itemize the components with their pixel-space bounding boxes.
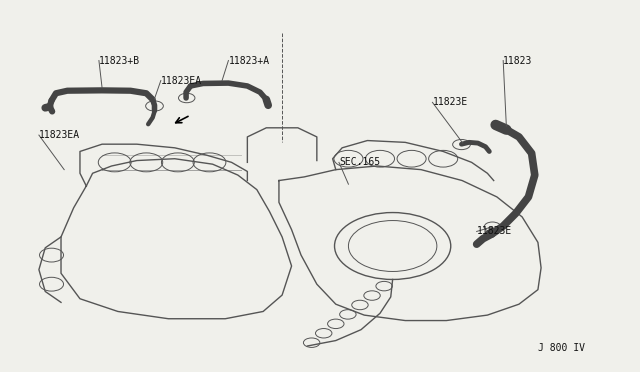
- Text: SEC.165: SEC.165: [339, 157, 380, 167]
- Text: 11823+A: 11823+A: [228, 55, 269, 65]
- Text: 11823EA: 11823EA: [39, 130, 80, 140]
- Text: 11823E: 11823E: [433, 97, 468, 108]
- Text: J 800 IV: J 800 IV: [538, 343, 586, 353]
- Text: 11823+B: 11823+B: [99, 55, 140, 65]
- Text: 11823EA: 11823EA: [161, 76, 202, 86]
- Text: 11823: 11823: [503, 55, 532, 65]
- Text: 11823E: 11823E: [477, 227, 512, 237]
